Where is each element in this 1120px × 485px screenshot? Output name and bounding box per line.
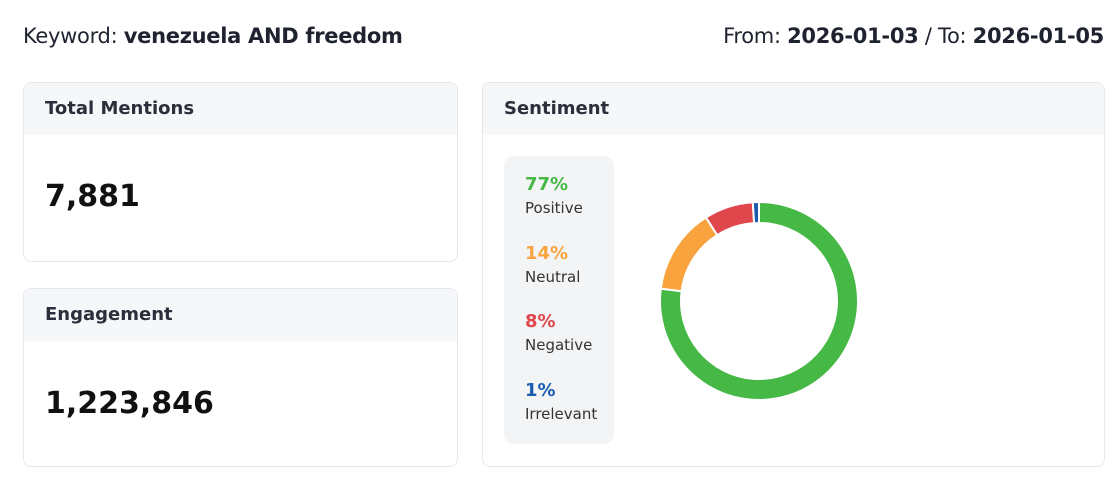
card-title: Engagement — [24, 289, 457, 341]
legend-item: 14% Neutral — [525, 243, 580, 286]
date-range: From: 2026-01-03 / To: 2026-01-05 — [723, 24, 1104, 48]
mentions-card: Total Mentions 7,881 — [23, 82, 458, 262]
to-date: 2026-01-05 — [972, 24, 1105, 48]
legend-item: 1% Irrelevant — [525, 380, 597, 423]
card-value: 1,223,846 — [45, 386, 214, 421]
legend-item: 77% Positive — [525, 174, 583, 217]
card-title: Sentiment — [483, 83, 1104, 135]
keyword-value: venezuela AND freedom — [123, 24, 403, 48]
donut-chart — [659, 200, 859, 401]
donut-segment — [659, 216, 719, 293]
card-title: Total Mentions — [24, 83, 457, 135]
keyword: Keyword: venezuela AND freedom — [23, 24, 403, 48]
from-label: From: — [723, 24, 781, 48]
card-value: 7,881 — [45, 179, 140, 214]
legend-label: Irrelevant — [525, 404, 598, 423]
engagement-card: Engagement 1,223,846 — [23, 288, 458, 467]
to-label: / To: — [924, 24, 967, 48]
sentiment-card: Sentiment 77% Positive 14% Neutral 8% Negativ… — [482, 82, 1105, 467]
keyword-label: Keyword: — [23, 24, 118, 48]
legend-item: 8% Negative — [525, 311, 592, 354]
legend-percent: 1% — [525, 379, 556, 401]
donut-segment — [704, 201, 756, 237]
legend-percent: 77% — [525, 174, 569, 195]
legend-label: Positive — [525, 199, 583, 217]
legend-percent: 8% — [525, 311, 556, 332]
legend: 77% Positive 14% Neutral 8% Negative 1% Irrelev… — [504, 156, 614, 444]
legend-label: Neutral — [525, 267, 581, 286]
donut-segment — [659, 200, 859, 401]
from-date: 2026-01-03 — [787, 24, 919, 48]
legend-label: Negative — [525, 336, 593, 354]
legend-percent: 14% — [525, 242, 569, 264]
donut-segment — [751, 200, 760, 225]
